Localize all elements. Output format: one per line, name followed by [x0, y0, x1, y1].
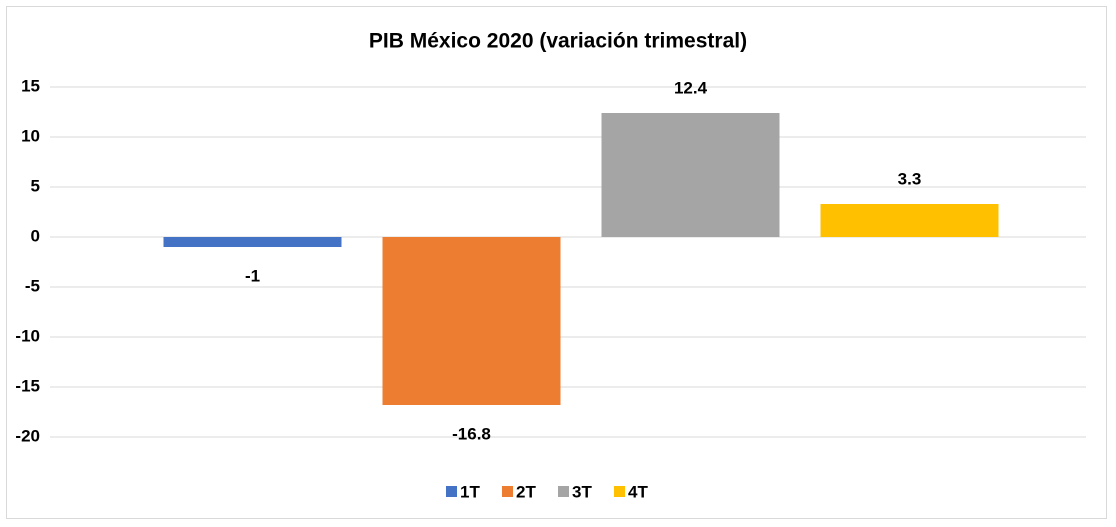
legend-label: 2T [516, 482, 536, 501]
bar [163, 237, 342, 247]
y-tick-label: -10 [15, 326, 40, 345]
legend-label: 4T [628, 482, 648, 501]
y-tick-label: -15 [15, 376, 40, 395]
y-tick-label: 15 [21, 76, 40, 95]
y-tick-label: -20 [15, 426, 40, 445]
y-tick-label: -5 [25, 276, 40, 295]
bar [601, 113, 780, 237]
bar [820, 204, 999, 237]
legend-swatch [502, 486, 513, 497]
chart-title: PIB México 2020 (variación trimestral) [369, 30, 747, 53]
data-label: -1 [245, 266, 260, 285]
data-label: 3.3 [898, 169, 922, 188]
legend-swatch [614, 486, 625, 497]
legend-label: 3T [572, 482, 592, 501]
data-label: -16.8 [452, 424, 491, 443]
y-tick-label: 5 [31, 176, 40, 195]
data-label: 12.4 [674, 78, 708, 97]
legend-swatch [558, 486, 569, 497]
legend-label: 1T [460, 482, 480, 501]
y-tick-label: 0 [31, 226, 40, 245]
bar [382, 237, 561, 405]
y-tick-label: 10 [21, 126, 40, 145]
legend-swatch [446, 486, 457, 497]
